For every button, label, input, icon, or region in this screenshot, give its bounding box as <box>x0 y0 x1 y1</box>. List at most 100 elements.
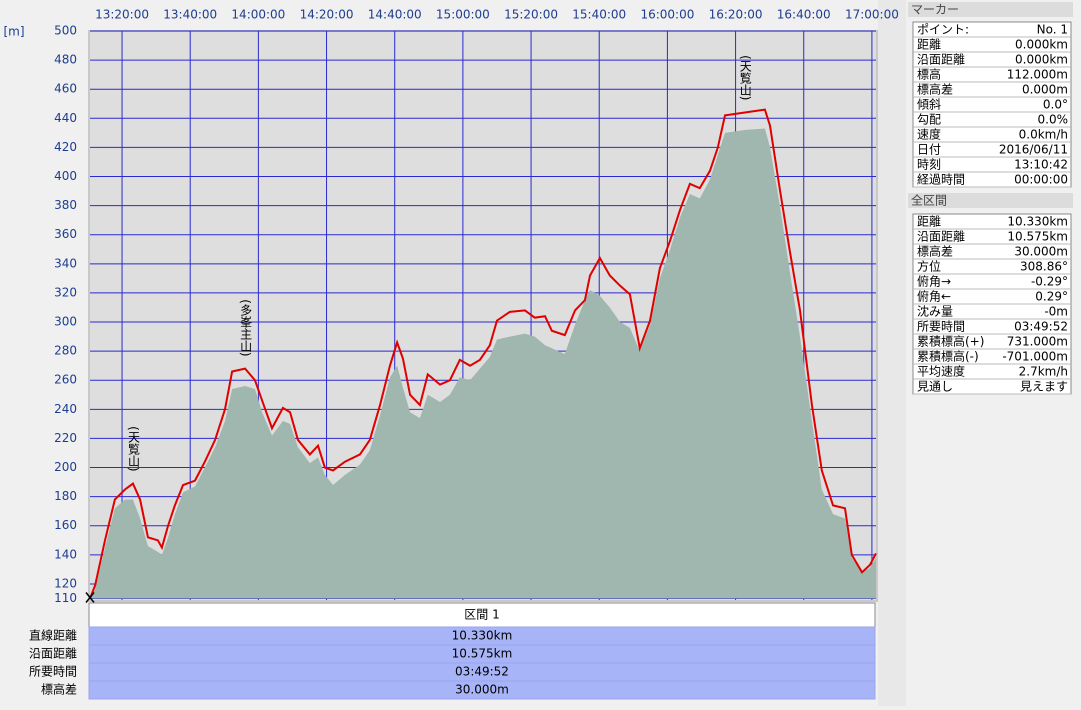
y-tick-label: 180 <box>54 489 77 503</box>
section-header: 区間 1 <box>464 608 499 622</box>
panel-table <box>912 21 1072 188</box>
panel-value: No. 1 <box>1037 23 1068 37</box>
panel-label: 傾斜 <box>917 98 941 112</box>
y-tick-label: 460 <box>54 82 77 96</box>
y-tick-label: 140 <box>54 547 77 561</box>
panel-label: 勾配 <box>917 113 941 127</box>
x-tick-label: 17:00:00 <box>845 8 899 22</box>
section-value: 10.575km <box>452 647 513 661</box>
y-tick-label: 120 <box>54 576 77 590</box>
panel-value: -701.000m <box>1002 350 1068 364</box>
panel-title: マーカー <box>911 3 959 17</box>
panel-value: 13:10:42 <box>1014 158 1068 172</box>
panel-value: 03:49:52 <box>1014 320 1068 334</box>
peak-label: (多峯主山) <box>239 299 253 356</box>
panel-value: 308.86° <box>1020 260 1068 274</box>
y-tick-label: 480 <box>54 53 77 67</box>
elevation-area <box>90 128 876 599</box>
panel-value: 2016/06/11 <box>999 143 1068 157</box>
panel-label: 沿面距離 <box>917 230 965 244</box>
peak-label: (天覧山) <box>126 426 140 471</box>
y-tick-label: 110 <box>54 591 77 605</box>
y-tick-label: 160 <box>54 518 77 532</box>
section-value: 03:49:52 <box>455 665 509 679</box>
panel-value: 2.7km/h <box>1019 365 1068 379</box>
x-tick-label: 14:20:00 <box>300 8 354 22</box>
panel-value: 10.330km <box>1007 215 1068 229</box>
section-label: 標高差 <box>41 682 77 697</box>
panel-label: 累積標高(-) <box>917 349 979 364</box>
panel-label: 標高差 <box>917 82 953 97</box>
panel-value: 見えます <box>1020 380 1068 394</box>
panel-value: 10.575km <box>1007 230 1068 244</box>
panel-label: 沿面距離 <box>917 53 965 67</box>
panel-label: 沈み量 <box>917 304 953 319</box>
panel-label: 俯角← <box>917 289 951 304</box>
panel-title: 全区間 <box>911 193 947 208</box>
panel-label: 累積標高(+) <box>917 334 984 349</box>
panel-label: 俯角→ <box>917 274 951 289</box>
x-tick-label: 15:40:00 <box>572 8 626 22</box>
x-tick-label: 14:40:00 <box>368 8 422 22</box>
panel-label: 平均速度 <box>917 364 965 379</box>
y-tick-label: 280 <box>54 344 77 358</box>
panel-value: 112.000m <box>1007 68 1068 82</box>
panel-label: 距離 <box>917 38 941 52</box>
section-label: 直線距離 <box>29 628 77 643</box>
y-axis-label: [m] <box>3 25 24 39</box>
section-value: 10.330km <box>452 629 513 643</box>
panel-label: 方位 <box>917 259 941 274</box>
section-label: 沿面距離 <box>29 647 77 661</box>
x-tick-label: 13:40:00 <box>163 8 217 22</box>
y-tick-label: 420 <box>54 140 77 154</box>
panel-value: 00:00:00 <box>1014 173 1068 187</box>
y-tick-label: 300 <box>54 315 77 329</box>
panel-header <box>908 193 1073 208</box>
panel-label: ポイント: <box>917 23 969 37</box>
section-label: 所要時間 <box>29 665 77 679</box>
panel-label: 距離 <box>917 215 941 229</box>
y-tick-label: 220 <box>54 431 77 445</box>
panel-header <box>908 2 1073 17</box>
x-tick-label: 16:20:00 <box>709 8 763 22</box>
panel-value: 0.29° <box>1035 290 1068 304</box>
scrollbar <box>878 0 906 706</box>
y-tick-label: 360 <box>54 227 77 241</box>
x-tick-label: 15:00:00 <box>436 8 490 22</box>
y-tick-label: 400 <box>54 169 77 183</box>
y-tick-label: 320 <box>54 285 77 299</box>
panel-label: 日付 <box>917 143 941 157</box>
y-tick-label: 440 <box>54 111 77 125</box>
y-tick-label: 500 <box>54 24 77 38</box>
section-value: 30.000m <box>455 683 509 697</box>
peak-label: (天覧山) <box>738 55 752 100</box>
start-marker <box>85 592 95 603</box>
panel-value: 30.000m <box>1014 245 1068 259</box>
panel-value: 0.000m <box>1022 83 1068 97</box>
panel-label: 標高差 <box>917 244 953 259</box>
x-tick-label: 15:20:00 <box>504 8 558 22</box>
section-row <box>88 680 876 700</box>
y-tick-label: 200 <box>54 460 77 474</box>
x-tick-label: 13:20:00 <box>95 8 149 22</box>
panel-label: 時刻 <box>917 158 941 172</box>
elevation-line <box>89 108 877 599</box>
x-tick-label: 14:00:00 <box>231 8 285 22</box>
x-tick-label: 16:00:00 <box>640 8 694 22</box>
y-tick-label: 240 <box>54 402 77 416</box>
panel-label: 速度 <box>917 127 941 142</box>
panel-label: 経過時間 <box>917 173 965 187</box>
panel-value: 731.000m <box>1007 335 1068 349</box>
panel-value: 0.000km <box>1015 38 1068 52</box>
panel-value: 0.0km/h <box>1019 128 1068 142</box>
panel-label: 所要時間 <box>917 320 965 334</box>
panel-value: 0.000km <box>1015 53 1068 67</box>
y-tick-label: 260 <box>54 373 77 387</box>
section-header-cell <box>88 602 876 628</box>
y-tick-label: 380 <box>54 198 77 212</box>
panel-value: 0.0° <box>1043 98 1068 112</box>
y-tick-label: 340 <box>54 256 77 270</box>
panel-label: 見通し <box>917 380 953 394</box>
